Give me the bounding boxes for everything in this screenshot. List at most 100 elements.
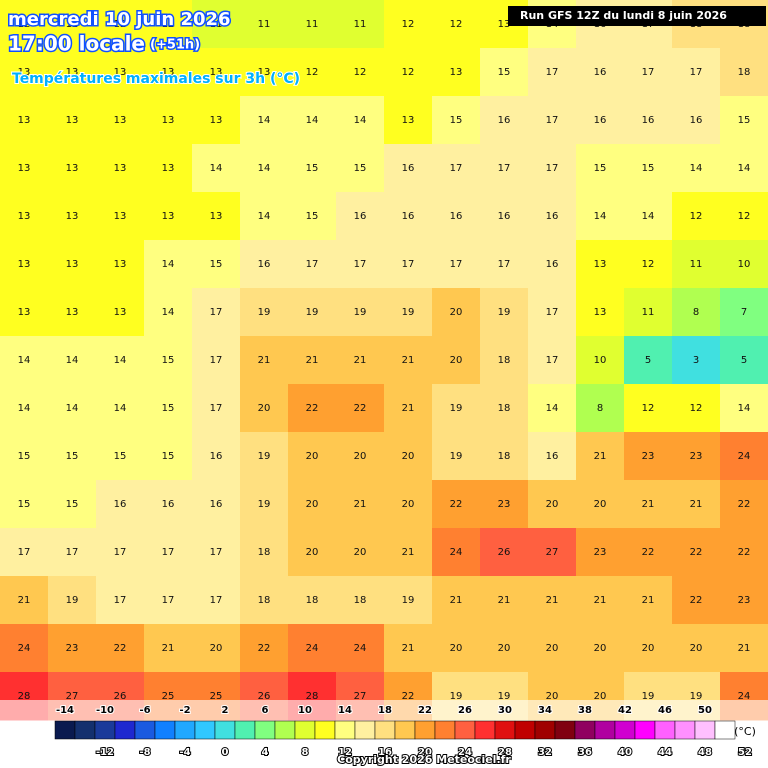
cell xyxy=(624,288,673,337)
cell-value: 14 xyxy=(66,403,79,414)
cell xyxy=(0,432,49,481)
cell-value: 18 xyxy=(306,595,319,606)
cell xyxy=(528,384,577,433)
cell-value: 20 xyxy=(450,307,463,318)
cell-value: 14 xyxy=(690,163,703,174)
legend-label: 38 xyxy=(578,705,592,716)
cell xyxy=(240,144,289,193)
cell-value: 12 xyxy=(402,67,415,78)
cell xyxy=(48,576,97,625)
cell-value: 16 xyxy=(114,499,127,510)
cell-value: 19 xyxy=(450,691,463,702)
cell-value: 15 xyxy=(306,163,319,174)
cell-value: 15 xyxy=(162,451,175,462)
cell xyxy=(336,96,385,145)
cell-value: 21 xyxy=(162,643,175,654)
cell xyxy=(288,144,337,193)
cell-value: 19 xyxy=(498,307,511,318)
cell-value: 13 xyxy=(18,211,31,222)
legend-label: 2 xyxy=(222,705,229,716)
cell-value: 27 xyxy=(66,691,79,702)
cell xyxy=(528,432,577,481)
cell-value: 17 xyxy=(210,307,223,318)
cell-value: 23 xyxy=(642,451,655,462)
cell-value: 13 xyxy=(114,163,127,174)
cell-value: 13 xyxy=(114,211,127,222)
cell-value: 20 xyxy=(498,643,511,654)
temperature-grid: 12 12 12 12 11 11 11 11 12 12 13 14 16 17 18 18 13 13 13 13… xyxy=(0,0,768,721)
cell-value: 15 xyxy=(498,67,511,78)
cell-value: 12 xyxy=(690,211,703,222)
cell-value: 15 xyxy=(210,259,223,270)
cell xyxy=(48,240,97,289)
cell xyxy=(96,0,145,49)
cell xyxy=(96,240,145,289)
cell-value: 20 xyxy=(642,643,655,654)
cell-value: 16 xyxy=(450,211,463,222)
cell-value: 12 xyxy=(642,259,655,270)
cell xyxy=(432,240,481,289)
legend-swatch xyxy=(214,720,236,740)
cell xyxy=(144,144,193,193)
cell xyxy=(384,432,433,481)
cell-value: 19 xyxy=(306,307,319,318)
cell xyxy=(576,624,625,673)
cell-value: 13 xyxy=(66,211,79,222)
cell-value: 22 xyxy=(450,499,463,510)
cell-value: 15 xyxy=(114,451,127,462)
cell xyxy=(240,528,289,577)
cell xyxy=(528,480,577,529)
legend-swatch xyxy=(454,720,476,740)
cell xyxy=(672,192,721,241)
cell-value: 16 xyxy=(546,259,559,270)
cell-value: 13 xyxy=(66,115,79,126)
run-info: Run GFS 12Z du lundi 8 juin 2026 xyxy=(520,9,727,22)
cell xyxy=(240,432,289,481)
cell-value: 16 xyxy=(402,211,415,222)
cell-value: 17 xyxy=(546,163,559,174)
cell xyxy=(480,144,529,193)
legend-label: 20 xyxy=(418,747,432,758)
cell-value: 22 xyxy=(690,547,703,558)
cell xyxy=(288,432,337,481)
cell xyxy=(528,240,577,289)
cell-value: 21 xyxy=(546,595,559,606)
cell xyxy=(384,96,433,145)
cell-value: 20 xyxy=(402,451,415,462)
cell xyxy=(288,336,337,385)
cell xyxy=(192,240,241,289)
cell-value: 16 xyxy=(162,499,175,510)
cell-value: 21 xyxy=(258,355,271,366)
legend-label: 48 xyxy=(698,747,712,758)
cell-value: 16 xyxy=(594,115,607,126)
cell xyxy=(576,528,625,577)
legend-swatch xyxy=(474,720,496,740)
cell-value: 16 xyxy=(498,115,511,126)
cell-value: 16 xyxy=(210,451,223,462)
cell-value: 25 xyxy=(210,691,223,702)
cell xyxy=(144,48,193,97)
cell xyxy=(720,48,768,97)
cell-value: 18 xyxy=(498,451,511,462)
cell xyxy=(432,144,481,193)
legend-swatch xyxy=(234,720,256,740)
cell-value: 16 xyxy=(594,67,607,78)
cell xyxy=(576,144,625,193)
cell xyxy=(528,48,577,97)
cell-value: 13 xyxy=(594,259,607,270)
subtitle: Températures maximales sur 3h (°C) xyxy=(12,71,300,87)
cell-value: 17 xyxy=(354,259,367,270)
cell xyxy=(144,528,193,577)
legend-swatch xyxy=(494,720,516,740)
cell-value: 22 xyxy=(402,691,415,702)
cell-value: 15 xyxy=(642,163,655,174)
legend-swatch xyxy=(714,720,736,740)
legend-swatch xyxy=(514,720,536,740)
cell-value: 19 xyxy=(354,307,367,318)
cell xyxy=(480,480,529,529)
cell-value: 21 xyxy=(594,595,607,606)
legend-swatch xyxy=(74,720,96,740)
cell-value: 18 xyxy=(498,403,511,414)
legend-label: 36 xyxy=(578,747,592,758)
cell xyxy=(672,48,721,97)
